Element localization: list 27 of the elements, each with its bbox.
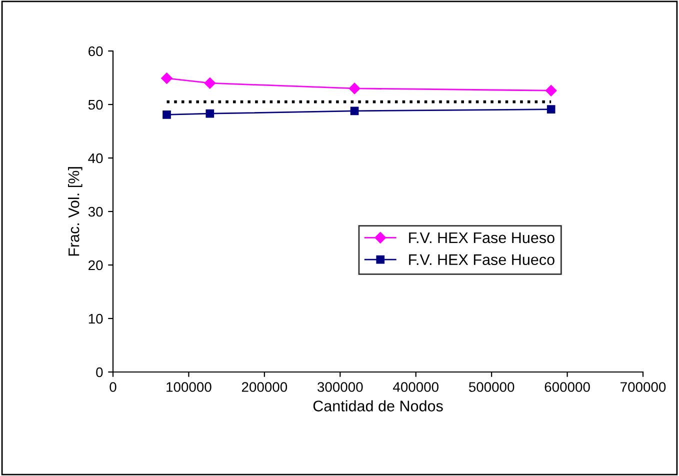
x-tick-label: 700000 [620,382,666,392]
point [348,82,360,94]
x-tick-label: 400000 [393,382,438,392]
point [161,72,172,84]
x-axis-title: Cantidad de Nodos [313,400,443,412]
point [162,110,171,119]
x-tick-label: 300000 [318,382,363,392]
y-tick-label: 40 [88,153,103,164]
y-tick-label: 10 [88,314,103,324]
x-tick-label: 100000 [166,382,212,392]
point [350,106,359,116]
x-tick-label: 0 [110,382,116,392]
y-tick-label: 20 [88,260,103,270]
y-tick-label: 60 [88,46,103,56]
y-tick-label: 30 [88,206,103,217]
legend-label: F.V. HEX Fase Hueco [409,254,554,266]
y-tick-label: 0 [96,367,103,378]
point [545,84,557,96]
point [546,105,556,114]
y-axis-title: Frac. Vol. [%] [68,167,82,256]
x-tick-label: 600000 [544,382,590,392]
point [204,77,216,89]
y-tick-label: 50 [88,100,103,110]
x-tick-label: 500000 [468,382,514,392]
point [206,109,214,118]
x-tick-label: 200000 [242,382,288,392]
legend-label: F.V. HEX Fase Hueso [409,232,554,244]
